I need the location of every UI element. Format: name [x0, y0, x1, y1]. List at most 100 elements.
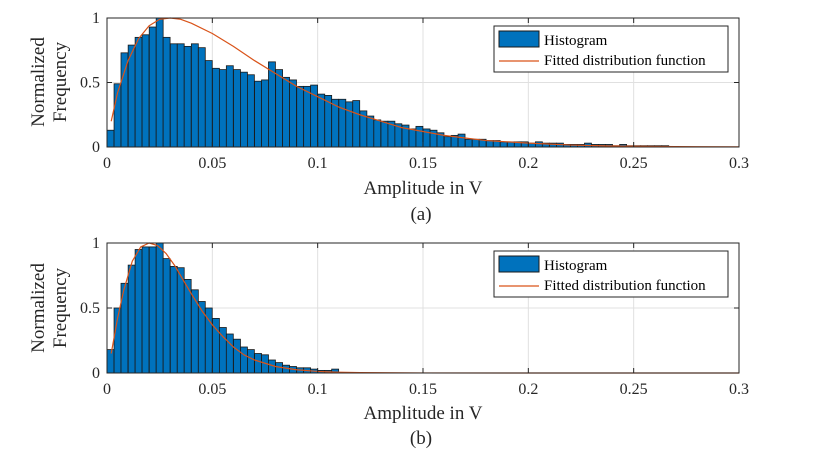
legend-swatch-histogram-a [498, 30, 540, 48]
bar-a-9 [169, 43, 178, 148]
bar-a-2 [120, 52, 129, 148]
bar-a-3 [127, 44, 136, 148]
bar-a-13 [197, 47, 206, 148]
bar-a-14 [204, 60, 213, 148]
xtick-label-a-5: 0.25 [620, 155, 648, 172]
fit-curve-b [110, 242, 740, 374]
bar-a-0 [106, 129, 115, 148]
bar-a-27 [296, 85, 305, 148]
bar-a-30 [317, 93, 326, 148]
bar-a-21 [254, 80, 262, 148]
ticks-a: 0 0.05 0.1 0.15 0.2 0.25 0.3 0 0.5 1 [80, 10, 749, 172]
fit-line-a [110, 17, 740, 148]
bar-b-9 [169, 265, 178, 374]
chart-panel-a: 0 0.05 0.1 0.15 0.2 0.25 0.3 0 0.5 1 Histogram Fi… [28, 10, 749, 225]
bar-b-14 [204, 307, 213, 374]
bar-a-51 [464, 138, 473, 148]
xtick-label-b-1: 0.05 [198, 381, 226, 398]
xtick-label-a-6: 0.3 [729, 155, 749, 172]
bar-a-37 [366, 115, 375, 148]
xtick-label-a-1: 0.05 [198, 155, 226, 172]
legend-label-histogram-a: Histogram [544, 33, 608, 49]
bar-b-13 [197, 301, 206, 374]
legend-label-fit-b: Fitted distribution function [544, 278, 706, 294]
ytick-label-b-1: 0.5 [80, 300, 100, 317]
bar-a-4 [134, 36, 143, 148]
bar-a-17 [225, 65, 234, 148]
bar-a-11 [183, 45, 192, 148]
fit-line-b [110, 242, 740, 374]
bar-a-12 [190, 43, 199, 148]
bar-b-6 [148, 246, 157, 374]
xtick-label-b-2: 0.1 [308, 381, 328, 398]
xtick-label-a-4: 0.2 [518, 155, 538, 172]
bar-b-5 [141, 246, 150, 374]
ytick-label-b-2: 1 [92, 235, 100, 252]
xtick-label-b-0: 0 [103, 381, 111, 398]
bar-a-44 [415, 125, 424, 148]
bar-a-43 [408, 128, 417, 148]
bar-b-7 [155, 242, 164, 374]
ytick-label-a-2: 1 [92, 10, 100, 27]
xtick-label-a-2: 0.1 [308, 155, 328, 172]
ytick-label-a-0: 0 [92, 139, 100, 156]
bar-b-4 [134, 249, 143, 374]
bar-a-33 [338, 98, 347, 148]
bar-b-18 [233, 338, 241, 374]
bar-a-8 [162, 36, 171, 148]
bar-a-28 [303, 85, 312, 148]
bar-a-52 [471, 138, 480, 148]
xtick-label-a-0: 0 [103, 155, 111, 172]
legend-label-fit-a: Fitted distribution function [544, 53, 706, 69]
bar-b-19 [240, 346, 248, 374]
bar-b-21 [254, 353, 262, 374]
bar-a-39 [380, 120, 389, 148]
bar-a-25 [282, 76, 290, 148]
ytick-label-a-1: 0.5 [80, 75, 100, 92]
bar-a-6 [148, 26, 157, 148]
bar-a-7 [155, 17, 164, 148]
histogram-bars-b [106, 242, 340, 374]
bar-a-56 [499, 141, 508, 148]
bar-a-24 [275, 69, 283, 148]
bar-a-19 [240, 71, 248, 148]
bar-a-61 [534, 141, 543, 148]
bar-a-48 [443, 136, 452, 148]
bar-a-23 [268, 61, 276, 148]
ytick-label-b-0: 0 [92, 365, 100, 382]
bar-a-16 [218, 69, 227, 148]
bar-a-22 [261, 79, 269, 148]
x-axis-label-a: Amplitude in V [364, 178, 483, 199]
bar-a-35 [352, 100, 361, 148]
y-axis-label-a-line1: Normalized [28, 37, 49, 127]
ticks-b: 0 0.05 0.1 0.15 0.2 0.25 0.3 0 0.5 1 [80, 235, 749, 398]
xtick-label-a-3: 0.15 [409, 155, 437, 172]
y-axis-label-b-line1: Normalized [28, 263, 49, 353]
bar-b-8 [162, 258, 171, 374]
legend-b: Histogram Fitted distribution function [493, 250, 729, 298]
caption-b: (b) [410, 428, 432, 449]
bar-a-15 [212, 67, 220, 148]
y-axis-label-b-line2: Frequency [50, 267, 71, 348]
bar-a-10 [176, 43, 185, 148]
bar-a-18 [233, 69, 241, 148]
bar-b-17 [225, 333, 234, 374]
bar-a-20 [247, 74, 255, 148]
xtick-label-b-4: 0.2 [518, 381, 538, 398]
bar-a-38 [373, 119, 382, 148]
bar-b-3 [127, 264, 136, 374]
y-axis-label-a-line2: Frequency [50, 41, 71, 122]
bar-a-50 [457, 133, 466, 148]
legend-a: Histogram Fitted distribution function [493, 25, 729, 73]
xtick-label-b-3: 0.15 [409, 381, 437, 398]
bar-b-0 [106, 349, 115, 374]
x-axis-label-b: Amplitude in V [364, 403, 483, 424]
bar-a-34 [345, 101, 354, 148]
legend-swatch-histogram-b [498, 255, 540, 273]
bar-b-10 [176, 267, 185, 374]
legend-label-histogram-b: Histogram [544, 258, 608, 274]
bar-b-20 [247, 349, 255, 374]
caption-a: (a) [410, 204, 431, 225]
bar-a-5 [141, 34, 150, 148]
